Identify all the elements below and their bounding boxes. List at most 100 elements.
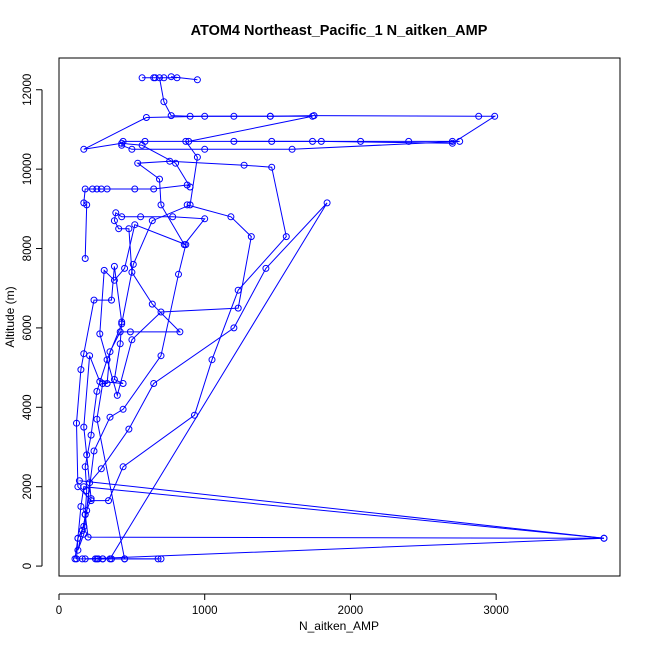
data-point [96, 330, 104, 338]
data-point [227, 213, 235, 221]
data-point [475, 112, 483, 120]
data-point [317, 137, 325, 145]
data-point [234, 304, 242, 312]
data-point [182, 241, 190, 249]
data-point [157, 352, 165, 360]
data-point [186, 201, 194, 209]
y-axis-label: Altitude (m) [3, 286, 17, 347]
y-tick-label: 2000 [22, 474, 34, 500]
data-point [186, 183, 194, 191]
data-point [113, 391, 121, 399]
data-point [167, 73, 175, 81]
data-point [119, 463, 127, 471]
data-point [73, 419, 80, 427]
data-point [448, 139, 456, 147]
data-point [405, 137, 413, 145]
data-point [491, 112, 499, 120]
data-point [112, 209, 120, 217]
y-tick-label: 8000 [22, 236, 34, 262]
data-point [600, 534, 608, 542]
data-point [148, 217, 156, 225]
x-tick-label: 1000 [192, 605, 218, 617]
data-point [91, 555, 99, 563]
data-point [83, 487, 91, 495]
data-point [119, 137, 127, 145]
data-point [167, 112, 175, 120]
x-tick-label: 3000 [483, 605, 509, 617]
data-point [185, 137, 193, 145]
data-point [208, 356, 216, 364]
data-point [150, 380, 158, 387]
data-point [90, 296, 98, 304]
data-point [78, 526, 86, 534]
data-point [142, 114, 150, 121]
data-point [193, 153, 201, 161]
data-point [126, 328, 134, 336]
data-point [138, 141, 146, 149]
data-point [93, 185, 101, 193]
data-point [166, 157, 174, 165]
data-point [110, 262, 118, 270]
data-point [105, 497, 112, 505]
data-point [357, 137, 365, 145]
x-axis-label: N_aitken_AMP [299, 619, 379, 633]
data-point [80, 423, 88, 431]
plot-layer [71, 73, 608, 563]
data-point [201, 215, 209, 223]
data-point [128, 145, 136, 153]
data-point [160, 98, 168, 106]
data-point [262, 264, 270, 272]
data-point [182, 137, 190, 145]
data-point [74, 546, 82, 554]
data-point [310, 112, 318, 120]
data-point [282, 233, 290, 241]
data-point [96, 378, 104, 385]
data-point [77, 503, 85, 510]
data-point [266, 112, 274, 120]
data-point [118, 139, 126, 147]
data-point [247, 233, 255, 241]
data-point [118, 213, 126, 221]
data-point [128, 336, 136, 344]
plot-frame [58, 57, 621, 577]
data-point [175, 270, 182, 278]
data-point [129, 260, 137, 268]
data-point [75, 477, 83, 485]
data-point [288, 145, 296, 153]
data-point [160, 74, 168, 82]
data-point [230, 137, 238, 145]
data-point [80, 145, 88, 153]
data-point [183, 201, 191, 209]
data-point [134, 159, 142, 167]
data-point [268, 163, 276, 171]
data-point [230, 324, 238, 332]
data-point [116, 340, 124, 348]
data-point [131, 185, 139, 193]
data-point [151, 74, 159, 82]
data-point [103, 356, 111, 364]
data-point [201, 112, 209, 120]
series-line [83, 115, 497, 259]
data-point [240, 161, 248, 169]
data-point [125, 425, 133, 433]
data-point [103, 380, 111, 387]
y-tick-label: 6000 [22, 315, 34, 341]
data-point [148, 300, 156, 308]
y-tick-label: 0 [22, 563, 34, 569]
data-point [83, 507, 91, 514]
series-line [74, 160, 287, 560]
data-point [323, 199, 331, 207]
data-point [118, 141, 126, 149]
data-point [172, 159, 180, 167]
data-point [121, 555, 129, 563]
data-point [87, 431, 95, 439]
data-point [150, 185, 158, 193]
data-point [119, 405, 127, 413]
data-point [71, 555, 79, 563]
data-point [106, 555, 114, 563]
data-point [157, 201, 165, 209]
data-point [81, 255, 89, 262]
data-point [80, 199, 88, 207]
data-point [103, 185, 111, 193]
data-point [108, 296, 115, 304]
